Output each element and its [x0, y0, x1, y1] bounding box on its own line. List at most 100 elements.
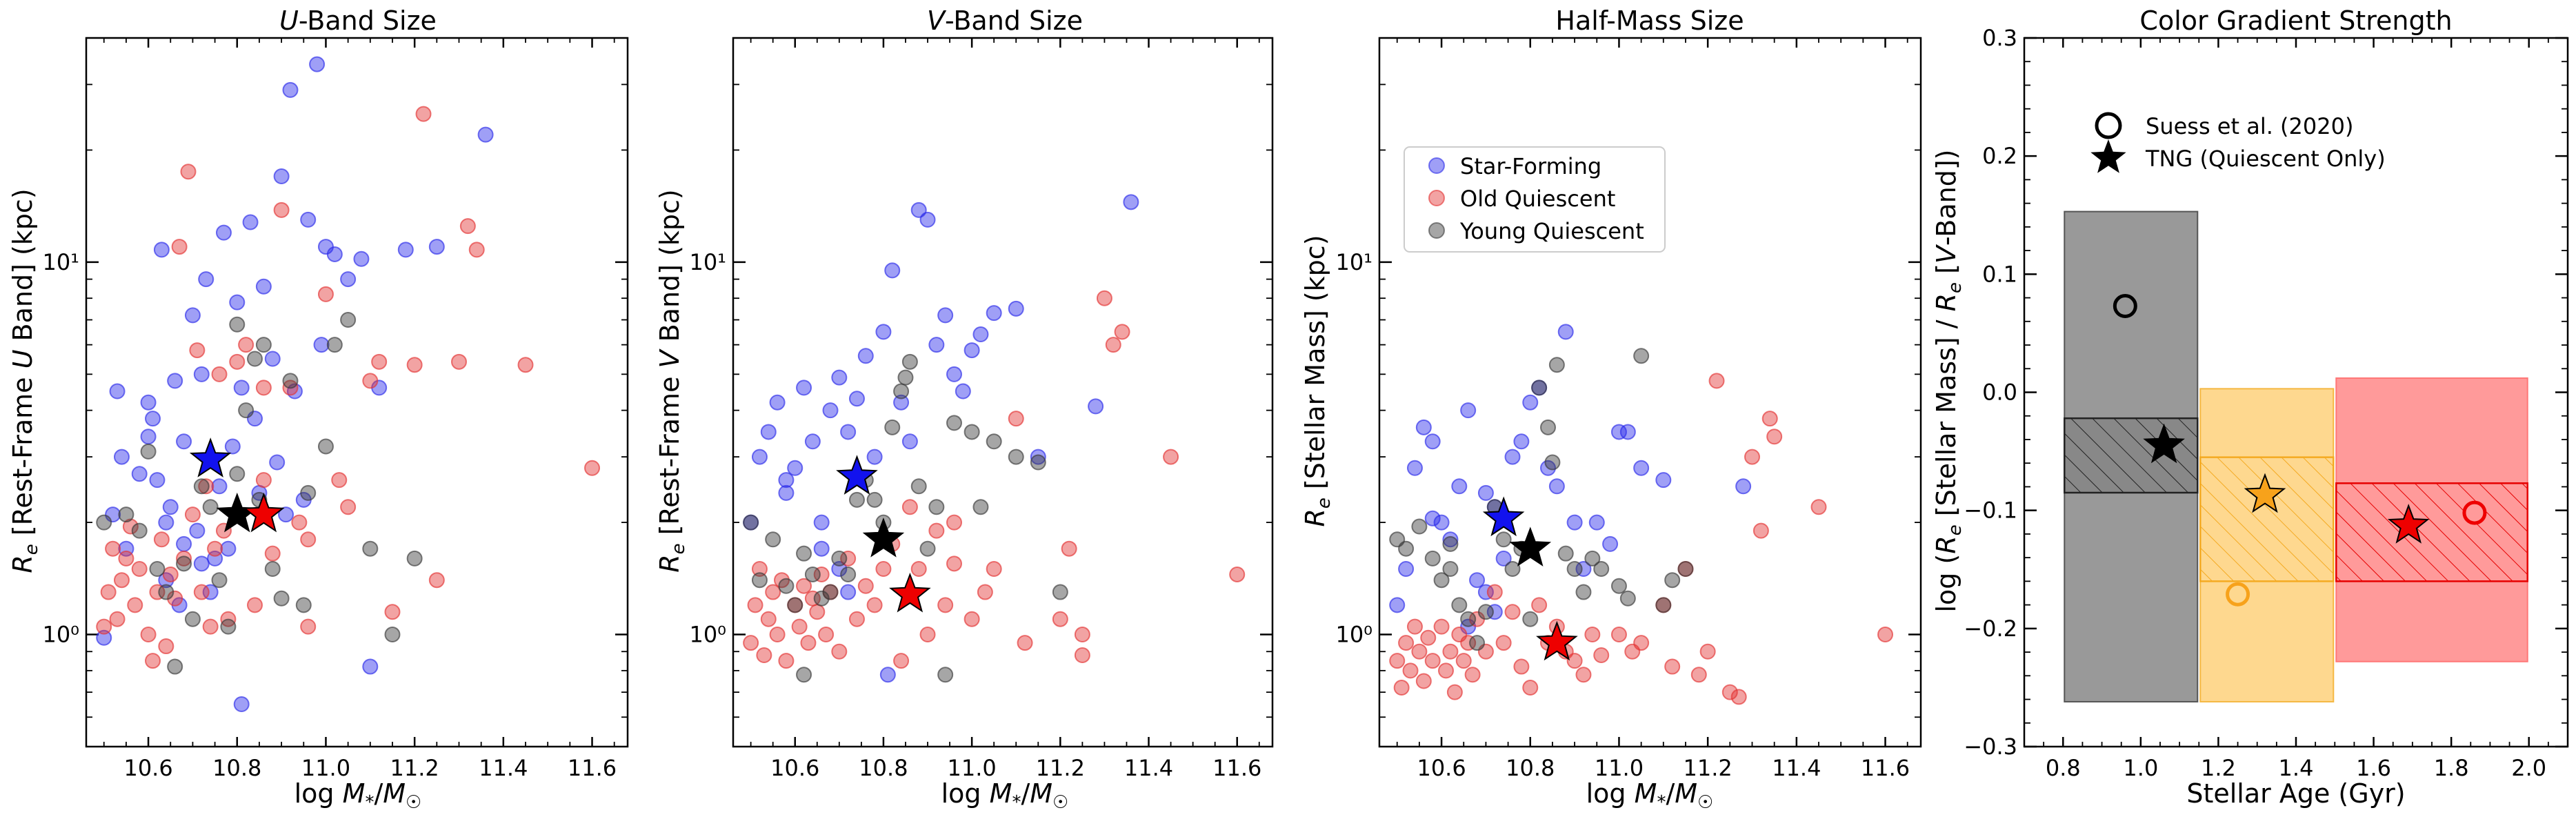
y-axis-label: Re [Rest-Frame V Band] (kpc) [655, 189, 689, 573]
scatter-point-yq [972, 499, 989, 515]
scatter-point-sf [1610, 424, 1627, 440]
scatter-point-sf [309, 56, 326, 72]
scatter-point-oq [384, 604, 401, 620]
scatter-point-oq [406, 357, 423, 373]
legend-marker-star [2090, 139, 2126, 173]
median-star-oq [1536, 620, 1578, 661]
y-axis-label: log (Re [Stellar Mass] / Re [V-Band]) [1931, 149, 1966, 612]
scatter-point-oq [273, 201, 290, 218]
y-tick-label: −0.1 [1964, 498, 2017, 524]
scatter-point-oq [131, 561, 148, 578]
x-tick-label: 11.0 [301, 755, 350, 781]
scatter-point-oq [1699, 643, 1716, 660]
scatter-point-sf [946, 366, 962, 382]
legend-marker-old-quiescent [1428, 190, 1445, 206]
scatter-point-sf [96, 629, 112, 646]
y-tick-label: 10⁰ [689, 622, 726, 648]
scatter-point-oq [1415, 673, 1432, 689]
scatter-point-oq [1114, 324, 1130, 340]
scatter-point-sf [1575, 561, 1592, 578]
scatter-point-yq [176, 555, 192, 572]
scatter-point-yq [1424, 550, 1441, 567]
scatter-point-oq [193, 584, 210, 600]
x-axis-label: log M*/M☉ [294, 778, 422, 813]
scatter-point-yq [743, 514, 759, 531]
scatter-point-sf [831, 369, 848, 386]
scatter-point-sf [972, 326, 989, 342]
x-tick-label: 1.6 [2356, 755, 2391, 781]
scatter-point-sf [397, 242, 414, 258]
scatter-point-yq [778, 578, 795, 594]
scatter-point-yq [140, 443, 157, 460]
scatter-point-yq [300, 484, 317, 501]
scatter-point-yq [1548, 357, 1565, 373]
scatter-point-yq [1030, 454, 1046, 471]
scatter-point-sf [1566, 514, 1583, 531]
scatter-point-oq [1730, 689, 1747, 705]
scatter-point-sf [1398, 561, 1415, 578]
scatter-point-sf [145, 411, 161, 427]
scatter-point-yq [149, 561, 166, 578]
scatter-point-sf [167, 373, 183, 389]
scatter-point-sf [1424, 433, 1441, 450]
scatter-point-sf [884, 262, 901, 279]
scatter-point-sf [353, 250, 370, 267]
scatter-point-sf [1008, 300, 1024, 317]
scatter-point-sf [769, 394, 786, 411]
scatter-point-sf [242, 214, 259, 230]
scatter-point-sf [937, 307, 954, 324]
scatter-point-sf [1030, 449, 1046, 465]
x-tick-label: 11.2 [1036, 755, 1085, 781]
scatter-point-oq [176, 550, 192, 567]
scatter-point-sf [300, 211, 317, 228]
scatter-point-oq [1411, 643, 1428, 660]
scatter-point-oq [1810, 499, 1827, 515]
x-tick-label: 1.2 [2201, 755, 2236, 781]
scatter-point-oq [517, 357, 534, 373]
scatter-point-sf [202, 584, 219, 600]
scatter-point-yq [384, 627, 401, 643]
scatter-point-yq [340, 311, 357, 328]
scatter-point-oq [1486, 584, 1503, 600]
scatter-point-yq [1477, 604, 1494, 620]
scatter-point-oq [1522, 680, 1539, 696]
scatter-point-oq [1690, 667, 1707, 683]
scatter-point-oq [800, 635, 817, 651]
scatter-point-oq [127, 597, 143, 613]
scatter-point-yq [1540, 419, 1557, 435]
y-tick-label: 10¹ [689, 249, 726, 275]
x-tick-label: 10.6 [1417, 755, 1466, 781]
scatter-point-sf [866, 449, 883, 465]
suess-marker-old [2462, 500, 2487, 525]
scatter-point-sf [1406, 460, 1423, 476]
scatter-point-yq [804, 566, 821, 582]
scatter-point-oq [919, 627, 936, 643]
scatter-point-yq [255, 337, 272, 353]
y-axis-label: Re [Stellar Mass] (kpc) [1300, 235, 1335, 526]
scatter-point-sf [1460, 402, 1477, 419]
scatter-point-sf [796, 380, 812, 396]
scatter-point-sf [804, 433, 821, 450]
scatter-point-oq [1406, 618, 1423, 635]
scatter-point-yq [1451, 597, 1468, 613]
scatter-point-sf [224, 438, 241, 455]
median-star-oq [889, 572, 931, 613]
median-star-sf [1482, 496, 1525, 537]
panel-title: Half-Mass Size [1555, 6, 1744, 36]
scatter-point-yq [1411, 518, 1428, 535]
scatter-point-oq [105, 540, 121, 557]
scatter-point-sf [1513, 433, 1530, 450]
x-tick-label: 0.8 [2046, 755, 2081, 781]
scatter-point-sf [879, 667, 896, 683]
scatter-point-sf [1504, 449, 1521, 465]
scatter-point-yq [796, 545, 812, 562]
scatter-point-yq [1495, 531, 1512, 548]
scatter-point-oq [291, 514, 308, 531]
scatter-point-oq [113, 572, 130, 589]
scatter-point-yq [751, 572, 768, 589]
scatter-point-oq [211, 366, 228, 382]
scatter-point-yq [229, 466, 246, 482]
scatter-point-oq [986, 561, 1002, 578]
scatter-point-sf [1588, 514, 1605, 531]
scatter-point-sf [211, 478, 228, 495]
